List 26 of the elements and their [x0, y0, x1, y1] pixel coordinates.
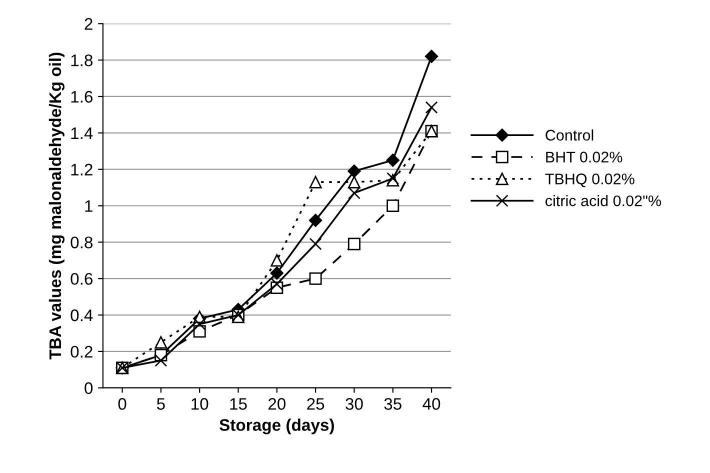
y-tick-label: 0 — [84, 382, 93, 394]
y-tick-label: 1.6 — [71, 90, 92, 103]
y-tick-label: 0.2 — [70, 346, 92, 358]
x-axis-title: Storage (days) — [220, 418, 334, 434]
x-tick-label: 30 — [346, 398, 363, 410]
y-tick-label: 1.2 — [71, 164, 92, 176]
y-tick-label: 0.8 — [70, 236, 93, 248]
x-tick-label: 20 — [268, 398, 286, 410]
y-tick-label: 0.6 — [70, 273, 92, 285]
y-tick-label: 1.8 — [71, 54, 93, 66]
legend-label: TBHQ 0.02% — [545, 174, 634, 188]
y-tick-label: 1 — [85, 200, 92, 212]
y-axis-title: TBA values (mg malonaldehyde/Kg oil) — [48, 52, 65, 360]
legend-label: citric acid 0.02"% — [546, 195, 662, 206]
y-tick-label: 1.4 — [71, 127, 93, 139]
x-tick-label: 5 — [156, 398, 165, 410]
legend-label: Control — [546, 129, 594, 141]
legend-label: BHT 0.02% — [546, 152, 622, 162]
x-tick-label: 15 — [230, 398, 247, 410]
x-tick-label: 25 — [307, 398, 324, 410]
x-tick-label: 35 — [384, 398, 402, 410]
x-tick-label: 0 — [118, 398, 126, 410]
y-tick-label: 2 — [84, 18, 92, 30]
x-tick-label: 40 — [422, 398, 440, 410]
x-tick-label: 10 — [192, 398, 208, 410]
y-tick-label: 0.4 — [70, 309, 93, 322]
